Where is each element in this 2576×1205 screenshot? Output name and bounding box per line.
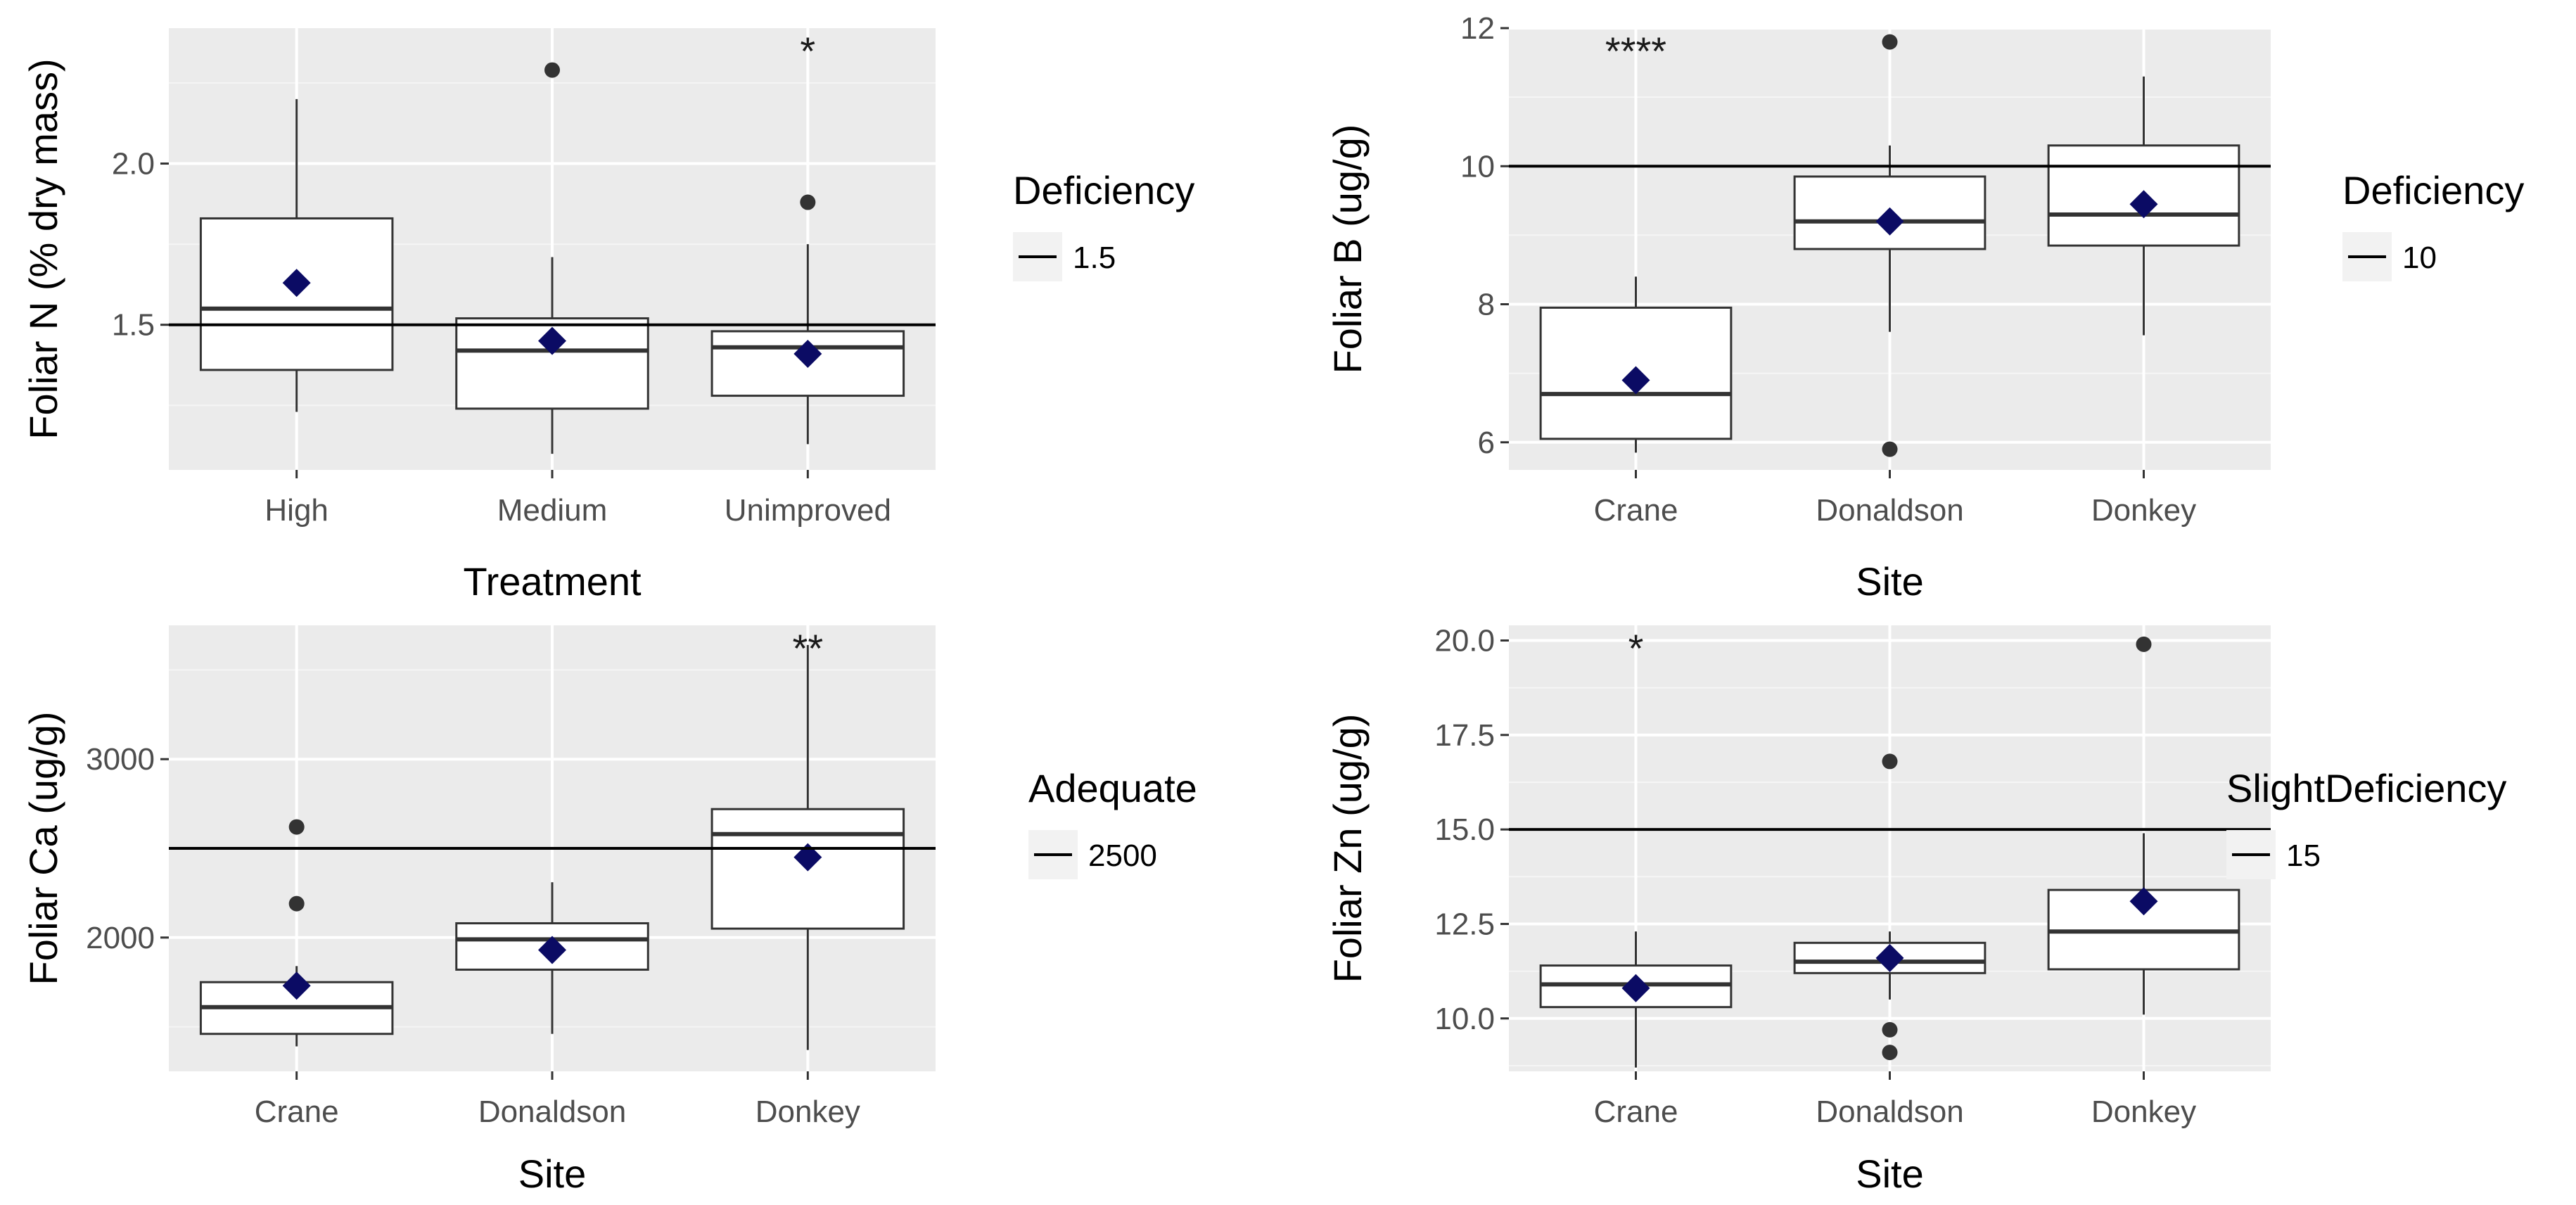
legend: SlightDeficiency 15 (2226, 766, 2506, 879)
y-tick-label: 12 (1460, 11, 1495, 46)
mean-marker (1621, 366, 1650, 395)
legend: Deficiency 10 (2342, 168, 2524, 281)
x-tick-label: Donkey (755, 1095, 860, 1129)
y-tick-label: 2.0 (112, 147, 155, 181)
boxplot-donkey: ** (710, 626, 905, 1050)
boxplot-crane: **** (1539, 29, 1733, 453)
x-tick-label: Medium (497, 493, 608, 528)
outlier-point (2136, 636, 2152, 652)
mean-marker (538, 326, 566, 355)
x-axis-title: Site (1856, 1152, 1924, 1196)
x-axis-title: Treatment (463, 559, 642, 604)
y-axis-title: Foliar B (ug/g) (1325, 125, 1370, 374)
boxplot-donkey (2047, 76, 2240, 336)
outlier-point (800, 194, 816, 210)
x-tick-label: Crane (255, 1095, 339, 1129)
y-tick-label: 3000 (86, 742, 155, 777)
x-axis-title: Site (518, 1152, 587, 1196)
y-tick-label: 15.0 (1434, 812, 1495, 847)
y-tick-label: 10 (1460, 149, 1495, 184)
boxplot-donaldson (1793, 753, 1987, 1061)
x-tick-label: Crane (1594, 1095, 1678, 1129)
x-axis-title: Site (1856, 559, 1924, 604)
outlier-point (1882, 1045, 1898, 1061)
y-tick-label: 10.0 (1434, 1002, 1495, 1036)
boxplot-donkey (2047, 636, 2240, 1015)
y-tick-label: 17.5 (1434, 718, 1495, 753)
boxplot-donaldson (455, 882, 649, 1034)
mean-marker (2129, 887, 2158, 916)
boxplot-crane (199, 819, 394, 1047)
significance-annotation: ** (793, 626, 824, 670)
significance-annotation: **** (1605, 29, 1666, 73)
x-tick-label: Donkey (2091, 1095, 2196, 1129)
boxplot-unimproved: * (710, 29, 905, 445)
mean-marker (793, 843, 822, 872)
significance-annotation: * (1628, 626, 1644, 670)
outlier-point (1882, 34, 1898, 50)
significance-annotation: * (800, 29, 815, 73)
x-tick-label: Unimproved (725, 493, 891, 528)
y-axis-title: Foliar Zn (ug/g) (1325, 714, 1370, 983)
x-tick-label: Donaldson (478, 1095, 626, 1129)
x-tick-label: Donaldson (1816, 493, 1963, 528)
legend-label: 2500 (1088, 839, 1157, 873)
outlier-point (1882, 441, 1898, 457)
legend-label: 1.5 (1073, 241, 1116, 275)
y-axis-title: Foliar Ca (ug/g) (21, 711, 65, 985)
mean-marker (1875, 943, 1904, 972)
y-tick-label: 12.5 (1434, 907, 1495, 941)
y-tick-label: 8 (1478, 288, 1495, 322)
boxplot-donaldson (1793, 34, 1987, 457)
y-tick-label: 2000 (86, 921, 155, 955)
x-tick-label: Donaldson (1816, 1095, 1963, 1129)
outlier-point (1882, 1021, 1898, 1038)
legend-label: 15 (2286, 839, 2321, 873)
outlier-point (288, 895, 305, 912)
mean-marker (1875, 207, 1904, 236)
x-tick-label: Crane (1594, 493, 1678, 528)
mean-marker (282, 971, 311, 1000)
y-tick-label: 6 (1478, 426, 1495, 460)
y-tick-label: 20.0 (1434, 623, 1495, 658)
legend: Adequate 2500 (1028, 766, 1197, 879)
boxplot-high (199, 98, 394, 412)
panel-4: 10.0 12.5 15.0 17.5 20.0 Crane Donaldson Donkey… (1325, 623, 2507, 1196)
panel-3: 2000 3000 Crane Donaldson Donkey ** Site Foliar… (21, 625, 1197, 1196)
y-tick-label: 1.5 (112, 308, 155, 343)
mean-marker (793, 339, 822, 368)
outlier-point (288, 819, 305, 835)
legend-title: Deficiency (2342, 168, 2524, 212)
legend-title: SlightDeficiency (2226, 766, 2506, 810)
x-tick-label: Donkey (2091, 493, 2196, 528)
outlier-point (1882, 753, 1898, 770)
x-tick-label: High (264, 493, 329, 528)
mean-marker (2129, 190, 2158, 219)
panel-2: 6 8 10 12 Crane Donaldson Donkey **** Site Foliar… (1325, 11, 2525, 604)
boxplot-crane: * (1539, 626, 1733, 1068)
mean-marker (1621, 974, 1650, 1002)
y-axis-title: Foliar N (% dry mass) (21, 58, 65, 439)
legend-title: Deficiency (1013, 168, 1194, 212)
mean-marker (282, 269, 311, 298)
mean-marker (538, 936, 566, 964)
legend-label: 10 (2402, 241, 2437, 275)
panel-1: 1.5 2.0 High Medium Unimproved * Treatment Foli… (21, 28, 1194, 604)
legend-title: Adequate (1028, 766, 1197, 810)
boxplot-medium (455, 62, 649, 454)
legend: Deficiency 1.5 (1013, 168, 1194, 281)
outlier-point (544, 62, 560, 78)
